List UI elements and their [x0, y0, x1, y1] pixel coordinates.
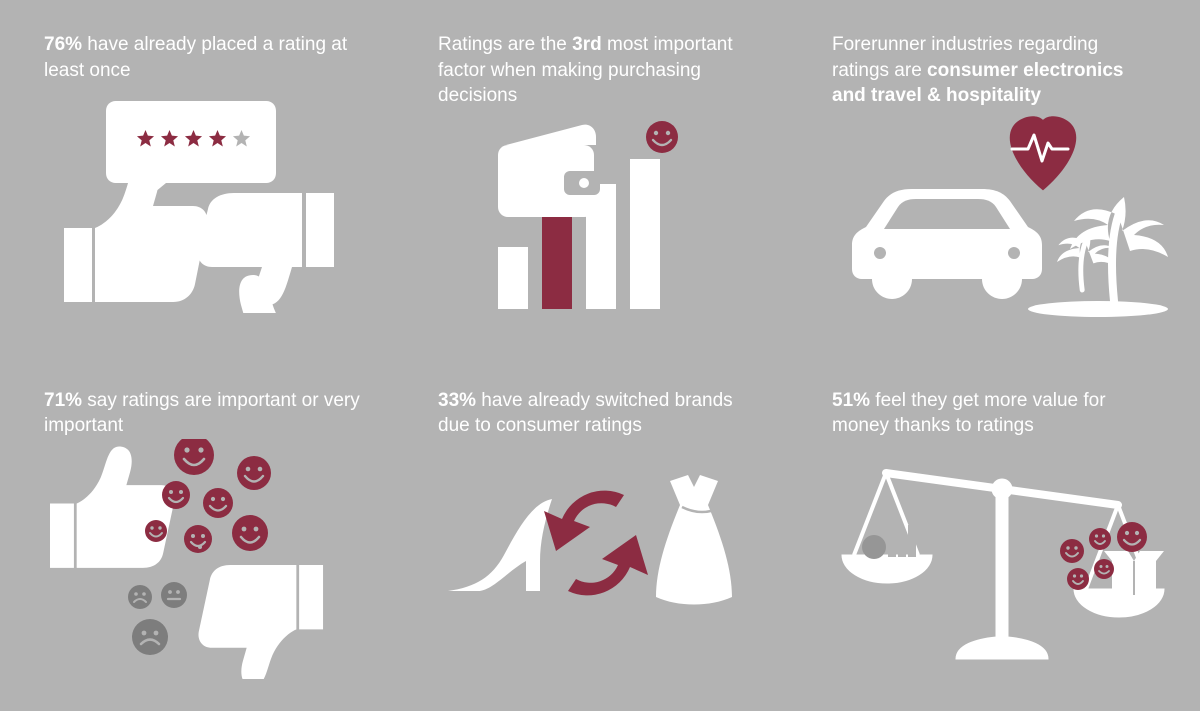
thumbs-up-icon	[50, 446, 175, 567]
caption-bold: 71%	[44, 390, 82, 411]
bar	[498, 247, 528, 309]
wallet-icon	[498, 125, 600, 217]
caption-text: have already placed a rating at least on…	[44, 34, 347, 81]
cell-value-for-money: 51% feel they get more value for money t…	[788, 356, 1200, 711]
caption-bold: 51%	[832, 390, 870, 411]
infographic-grid: 76% have already placed a rating at leas…	[0, 0, 1200, 711]
caption-text: feel they get more value for money thank…	[832, 390, 1106, 437]
caption-bold: 76%	[44, 34, 82, 55]
sad-cluster	[128, 582, 187, 655]
graphic	[44, 439, 364, 701]
cell-rating-placed: 76% have already placed a rating at leas…	[0, 0, 394, 356]
happy-cluster	[145, 439, 271, 553]
caption: 76% have already placed a rating at leas…	[44, 32, 364, 83]
smiley-icon	[646, 121, 678, 153]
thumbs-down-icon	[198, 565, 323, 679]
bar	[630, 159, 660, 309]
caption-bold: 3rd	[572, 34, 602, 55]
caption-text: say ratings are important or very import…	[44, 390, 360, 437]
graphic	[832, 439, 1192, 701]
caption: 71% say ratings are important or very im…	[44, 388, 364, 439]
caption-text: have already switched brands due to cons…	[438, 390, 733, 437]
high-heel-icon	[448, 499, 552, 591]
swap-arrows-icon	[544, 490, 648, 595]
cell-third-factor: Ratings are the 3rd most important facto…	[394, 0, 788, 356]
caption: Ratings are the 3rd most important facto…	[438, 32, 758, 109]
palm-trees-icon	[1028, 197, 1168, 317]
dress-icon	[656, 475, 732, 605]
cell-forerunner-industries: Forerunner industries regarding ratings …	[788, 0, 1200, 356]
caption-pre: Ratings are the	[438, 34, 572, 55]
caption: 33% have already switched brands due to …	[438, 388, 758, 439]
cell-ratings-important: 71% say ratings are important or very im…	[0, 356, 394, 711]
car-icon	[852, 189, 1042, 299]
thumbs-down-icon	[191, 193, 334, 313]
graphic	[438, 109, 758, 346]
caption: Forerunner industries regarding ratings …	[832, 32, 1152, 109]
caption: 51% feel they get more value for money t…	[832, 388, 1152, 439]
caption-bold: 33%	[438, 390, 476, 411]
graphic	[438, 439, 758, 701]
heart-pulse-icon	[1010, 116, 1076, 190]
graphic	[832, 109, 1192, 346]
cell-switched-brands: 33% have already switched brands due to …	[394, 356, 788, 711]
graphic	[44, 83, 364, 345]
